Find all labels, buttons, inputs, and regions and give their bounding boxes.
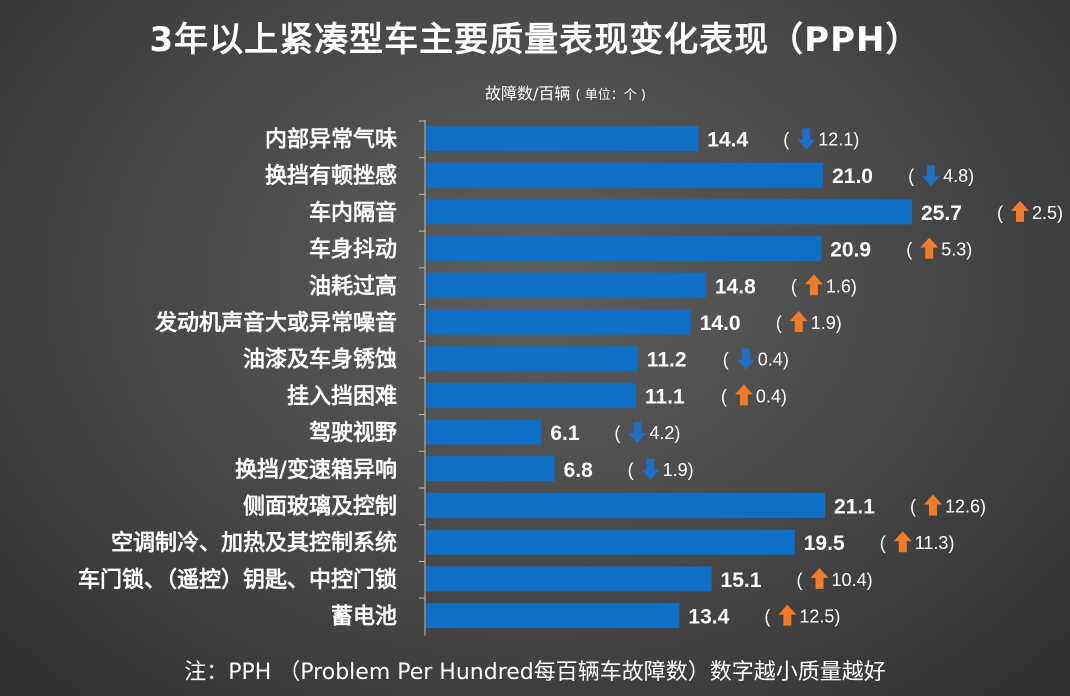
change-open-paren: ( <box>723 350 729 370</box>
category-label: 挂入挡困难 <box>287 383 397 409</box>
bar <box>426 162 824 188</box>
change-value: 4.2) <box>649 423 680 443</box>
category-label: 车内隔音 <box>309 200 397 226</box>
category-label: 空调制冷、加热及其控制系统 <box>111 530 397 556</box>
down-arrow-icon <box>628 422 647 444</box>
value-label: 13.4 <box>688 606 729 629</box>
bar <box>426 493 826 518</box>
value-label: 11.2 <box>647 349 687 372</box>
up-arrow-icon <box>1011 200 1029 222</box>
down-arrow-icon <box>797 128 816 150</box>
unit-label-main: 故障数/百辆 <box>485 84 571 103</box>
category-label: 发动机声音大或异常噪音 <box>154 310 397 336</box>
change-open-paren: ( <box>776 313 782 333</box>
change-open-paren: ( <box>906 240 912 260</box>
change-open-paren: ( <box>997 203 1003 223</box>
unit-label: 故障数/百辆 ( 单位：个 ) <box>485 80 646 104</box>
value-label: 6.1 <box>550 422 580 445</box>
change-value: 0.4) <box>758 350 789 370</box>
change-value: 10.4) <box>832 570 873 590</box>
up-arrow-icon <box>920 237 939 259</box>
down-arrow-icon <box>641 458 660 480</box>
change-open-paren: ( <box>908 166 914 186</box>
value-label: 25.7 <box>921 202 962 225</box>
value-label: 21.0 <box>832 165 873 188</box>
value-label: 20.9 <box>830 239 871 262</box>
value-label: 11.1 <box>645 385 685 408</box>
value-label: 19.5 <box>804 532 845 555</box>
category-label: 侧面玻璃及控制 <box>243 494 397 520</box>
bar <box>426 456 555 482</box>
change-value: 12.1) <box>818 130 859 150</box>
change-value: 1.9) <box>811 313 842 333</box>
category-label: 车门锁、（遥控）钥匙、中控门锁 <box>78 567 397 593</box>
category-label: 内部异常气味 <box>265 127 397 153</box>
up-arrow-icon <box>734 384 753 406</box>
change-value: 12.5) <box>799 607 840 627</box>
down-arrow-icon <box>736 348 755 370</box>
up-arrow-icon <box>924 494 943 516</box>
bar <box>426 236 822 262</box>
value-label: 14.0 <box>700 312 741 335</box>
category-label: 蓄电池 <box>331 605 397 630</box>
up-arrow-icon <box>778 604 797 626</box>
bar <box>426 603 680 629</box>
bar <box>426 199 912 225</box>
value-label: 15.1 <box>721 569 762 592</box>
change-value: 1.6) <box>826 276 857 296</box>
bar <box>426 529 795 555</box>
change-open-paren: ( <box>910 497 916 517</box>
change-open-paren: ( <box>797 570 803 590</box>
change-open-paren: ( <box>880 533 886 553</box>
change-open-paren: ( <box>614 423 620 443</box>
bar <box>426 126 699 151</box>
footnote: 注：PPH （Problem Per Hundred每百辆车故障数）数字越小质量… <box>184 660 886 685</box>
change-open-paren: ( <box>783 130 789 150</box>
bar <box>426 419 542 445</box>
category-label: 驾驶视野 <box>309 420 397 446</box>
bar <box>426 566 712 592</box>
change-open-paren: ( <box>791 276 797 296</box>
down-arrow-icon <box>922 165 941 187</box>
bar <box>426 346 638 372</box>
category-label: 车身抖动 <box>309 237 397 263</box>
bar <box>426 382 636 408</box>
chart-title: 3年以上紧凑型车主要质量表现变化表现（PPH） <box>149 20 921 60</box>
change-value: 11.3) <box>915 533 955 553</box>
change-open-paren: ( <box>721 386 727 406</box>
category-label: 油耗过高 <box>309 273 397 299</box>
up-arrow-icon <box>804 274 823 296</box>
up-arrow-icon <box>893 531 912 553</box>
bar <box>426 272 706 298</box>
value-label: 21.1 <box>834 496 875 519</box>
change-value: 4.8) <box>943 166 974 186</box>
change-open-paren: ( <box>764 607 770 627</box>
up-arrow-icon <box>789 311 808 332</box>
category-label: 油漆及车身锈蚀 <box>243 347 397 373</box>
change-value: 1.9) <box>663 460 694 480</box>
change-open-paren: ( <box>628 460 634 480</box>
value-label: 14.4 <box>707 129 748 152</box>
change-value: 12.6) <box>945 497 986 517</box>
value-label: 14.8 <box>715 275 756 298</box>
category-label: 换挡有顿挫感 <box>265 163 397 189</box>
unit-label-small: ( 单位：个 ) <box>575 88 646 103</box>
change-value: 0.4) <box>756 386 787 406</box>
bar <box>426 309 691 335</box>
category-label: 换挡/变速箱异响 <box>235 457 397 483</box>
value-label: 6.8 <box>564 459 594 482</box>
change-value: 2.5) <box>1032 203 1063 223</box>
up-arrow-icon <box>810 567 829 589</box>
change-value: 5.3) <box>941 240 972 260</box>
